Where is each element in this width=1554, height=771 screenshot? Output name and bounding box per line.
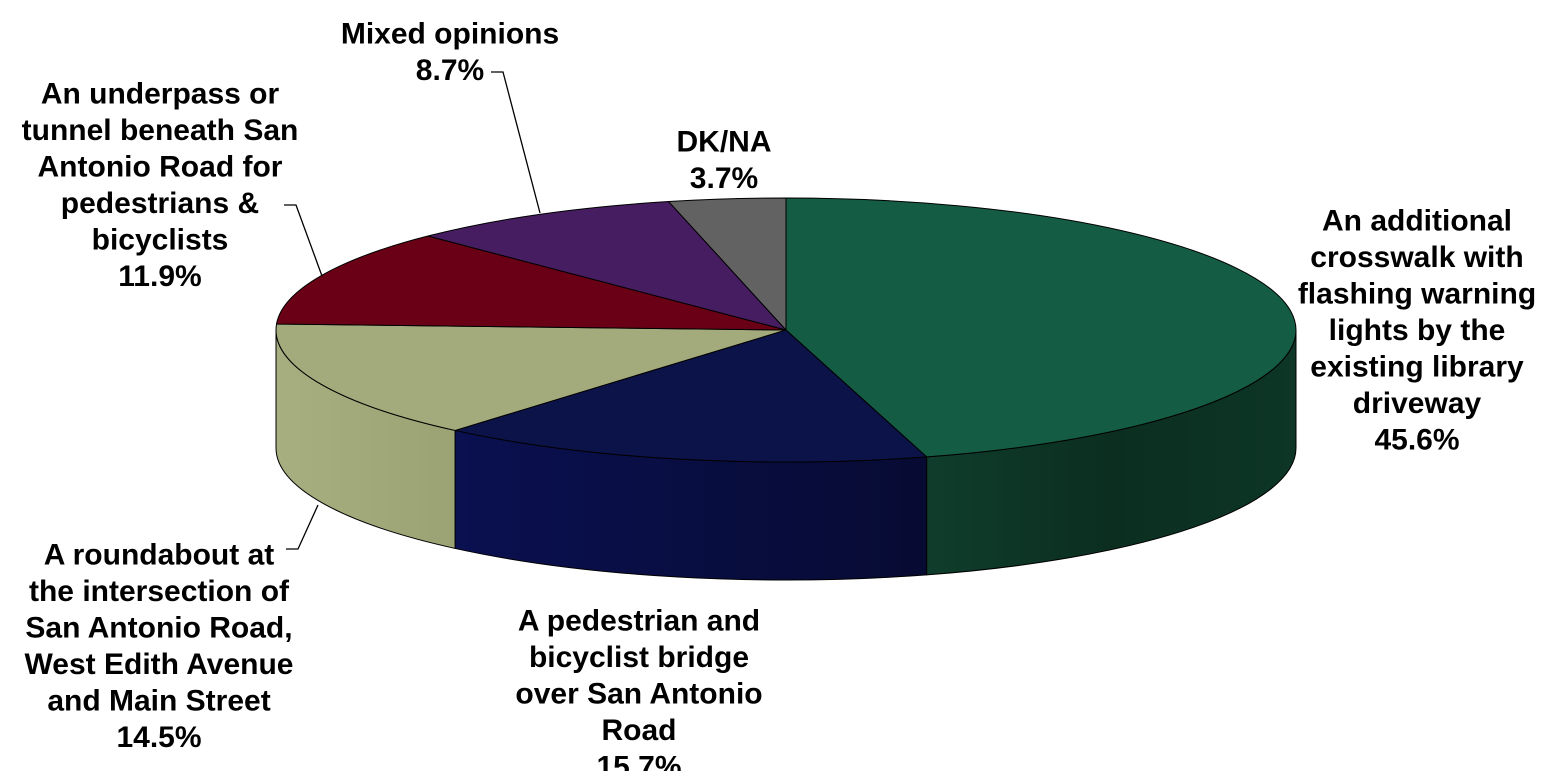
slice-3-leader-line <box>284 204 323 277</box>
slice-3-percent-label: 11.9% <box>118 260 201 293</box>
slice-0-label-line-5: driveway <box>1353 387 1482 420</box>
slice-1-label-line-3: Road <box>602 714 677 747</box>
slice-1-label-line-0: A pedestrian and <box>518 605 760 638</box>
slice-3-label-line-4: bicyclists <box>92 224 229 257</box>
slice-2-leader-line <box>286 504 319 550</box>
slice-2-label-line-0: A roundabout at <box>44 539 275 572</box>
leader-lines <box>284 71 541 550</box>
slice-0-label-line-0: An additional <box>1322 205 1512 238</box>
slice-4-percent-label: 8.7% <box>416 54 484 87</box>
slice-3-label-line-2: Antonio Road for <box>38 151 283 184</box>
slice-1-percent-label: 15.7% <box>596 751 681 771</box>
slice-top-5 <box>668 197 787 331</box>
slice-top-1 <box>454 329 928 463</box>
slice-top-3 <box>276 235 787 331</box>
slice-0-percent-label: 45.6% <box>1374 424 1459 457</box>
slice-top-4 <box>427 201 787 331</box>
slice-top-0 <box>785 197 1297 458</box>
slice-2-percent-label: 14.5% <box>116 721 201 754</box>
slice-0-label-line-2: flashing warning <box>1298 278 1536 311</box>
slice-3-label-line-0: An underpass or <box>41 78 280 111</box>
slice-2-label-line-1: the intersection of <box>29 575 290 608</box>
slice-5-label-line-0: DK/NA <box>677 126 772 159</box>
slice-1-label-line-2: over San Antonio <box>515 678 762 711</box>
slice-4-leader-line <box>491 71 541 214</box>
slice-2-label-line-3: West Edith Avenue <box>25 648 294 681</box>
slice-3-label-line-1: tunnel beneath San <box>22 114 299 147</box>
slice-1-label-line-1: bicyclist bridge <box>529 641 749 674</box>
slice-top-2 <box>275 323 787 431</box>
slice-2-label-line-2: San Antonio Road, <box>25 612 292 645</box>
slice-0-label-line-3: lights by the <box>1329 314 1506 347</box>
pie-top-faces <box>275 197 1297 463</box>
slice-4-label-line-0: Mixed opinions <box>341 18 559 51</box>
slice-3-label-line-3: pedestrians & <box>61 187 259 220</box>
slice-0-label-line-4: existing library <box>1310 351 1524 384</box>
slice-5-percent-label: 3.7% <box>690 162 758 195</box>
slice-0-label-line-1: crosswalk with <box>1310 241 1523 274</box>
slice-2-label-line-4: and Main Street <box>47 685 270 718</box>
